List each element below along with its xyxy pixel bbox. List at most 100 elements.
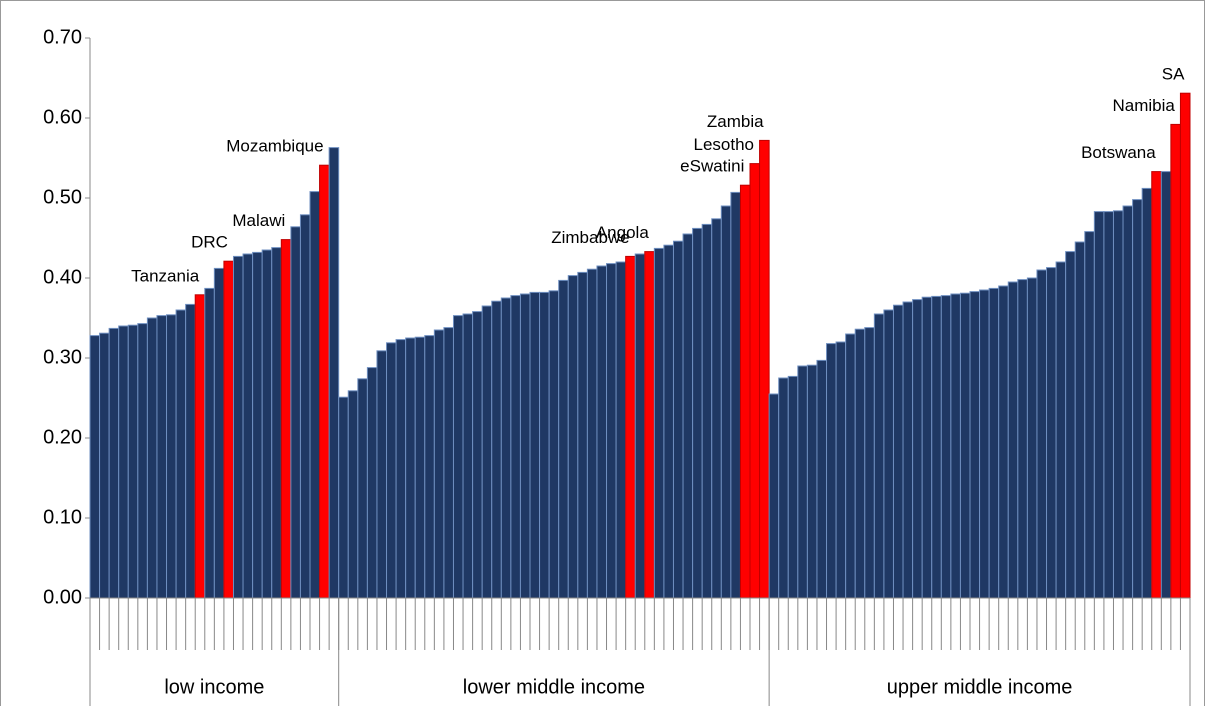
bar <box>1132 199 1143 599</box>
bar <box>1065 251 1076 599</box>
bar <box>653 247 665 599</box>
bar <box>892 304 904 599</box>
bar <box>194 294 206 599</box>
bar-label: Lesotho <box>694 135 755 154</box>
bar-label: Mozambique <box>226 137 323 156</box>
bar <box>548 290 560 599</box>
bar <box>720 205 732 599</box>
bar <box>166 314 177 599</box>
bar-label: Botswana <box>1081 143 1156 162</box>
bar <box>299 214 311 599</box>
bar <box>864 327 875 599</box>
bar <box>89 335 101 599</box>
bar <box>280 239 292 599</box>
bar <box>127 324 139 599</box>
y-tick-label: 0.40 <box>43 266 82 288</box>
bar <box>290 226 301 599</box>
bar <box>232 255 244 599</box>
bar <box>386 342 397 599</box>
bar <box>481 305 493 599</box>
bar <box>452 315 464 599</box>
bar <box>529 291 541 599</box>
bar <box>759 139 770 599</box>
bar-label: DRC <box>191 233 228 252</box>
bar <box>778 377 789 599</box>
y-tick-label: 0.00 <box>43 586 82 608</box>
bar <box>1112 210 1124 599</box>
bar <box>338 396 349 599</box>
y-tick-label: 0.20 <box>43 426 82 448</box>
bar <box>902 301 914 599</box>
bar <box>692 227 703 599</box>
bar <box>1036 269 1048 599</box>
y-tick-label: 0.30 <box>43 346 82 368</box>
bar <box>701 223 713 599</box>
bar <box>634 253 646 599</box>
bar <box>1093 211 1105 599</box>
group-label: upper middle income <box>887 676 1073 698</box>
bar <box>539 291 550 599</box>
bar <box>606 263 617 599</box>
bar <box>223 260 234 599</box>
bar <box>118 325 129 599</box>
bar <box>376 350 388 599</box>
bar <box>271 247 282 599</box>
bar <box>175 309 187 599</box>
bar-label: eSwatini <box>680 157 744 176</box>
bar <box>979 289 990 599</box>
bar-label: Namibia <box>1113 96 1176 115</box>
bar <box>672 240 684 599</box>
bar-label: Angola <box>596 223 649 242</box>
bar <box>414 336 426 599</box>
bar <box>596 265 608 599</box>
bar <box>1055 261 1067 599</box>
bar <box>912 299 923 599</box>
bar <box>462 313 474 599</box>
bar <box>682 233 694 599</box>
bar <box>854 328 866 599</box>
bar <box>309 191 321 599</box>
bar <box>1170 123 1181 599</box>
bar <box>185 303 196 599</box>
bar <box>1122 205 1134 599</box>
bar <box>328 147 340 599</box>
group-label: lower middle income <box>463 676 645 698</box>
bar <box>405 337 416 599</box>
bar <box>366 367 378 599</box>
bar <box>826 343 837 599</box>
y-tick-label: 0.10 <box>43 506 82 528</box>
bar <box>357 378 368 599</box>
bar <box>835 341 847 599</box>
bar <box>347 390 359 599</box>
bar <box>1103 211 1114 599</box>
bar <box>950 293 961 599</box>
bar <box>1151 171 1162 599</box>
bar <box>1017 279 1028 599</box>
bar <box>940 295 952 599</box>
bar <box>577 271 588 599</box>
bar <box>730 191 741 599</box>
bar <box>768 393 780 599</box>
y-tick-label: 0.60 <box>43 106 82 128</box>
bar <box>883 309 894 599</box>
bar-label: Zambia <box>707 112 764 131</box>
bar <box>443 327 454 599</box>
bar <box>519 293 531 599</box>
bar <box>491 300 502 599</box>
bar <box>242 253 254 599</box>
bar <box>137 323 148 599</box>
bar-label: Tanzania <box>131 266 200 285</box>
bar <box>558 279 569 599</box>
bar <box>1007 281 1019 599</box>
bar <box>998 285 1009 599</box>
bar <box>711 218 722 599</box>
bar-label: Zimbabwe <box>551 228 629 247</box>
bar <box>213 267 225 599</box>
bar <box>1046 267 1057 599</box>
bar <box>1160 171 1172 599</box>
y-tick-label: 0.50 <box>43 186 82 208</box>
bar <box>1026 277 1038 599</box>
bar <box>261 249 273 599</box>
